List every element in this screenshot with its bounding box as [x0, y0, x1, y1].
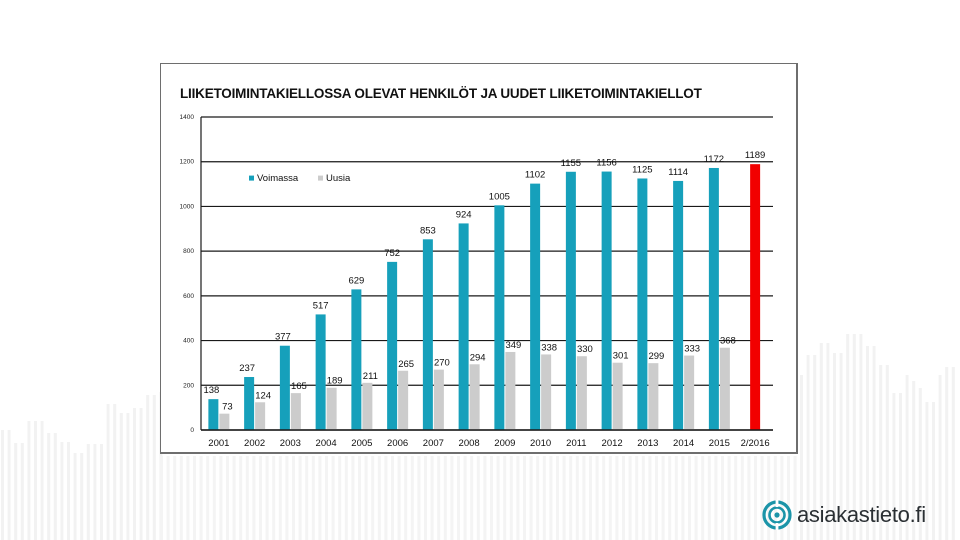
data-label-uusia: 265 — [398, 359, 414, 370]
bar-voimassa — [315, 314, 326, 430]
chart-frame: LIIKETOIMINTAKIELLOSSA OLEVAT HENKILÖT J… — [160, 63, 798, 454]
bar-uusia — [648, 363, 659, 430]
bar-voimassa — [750, 164, 761, 430]
logo-text: asiakastieto.fi — [797, 502, 926, 527]
x-tick-label: 2006 — [387, 438, 408, 449]
data-label-voimassa: 1005 — [489, 191, 510, 202]
bar-voimassa — [279, 345, 290, 430]
legend-label-voimassa: Voimassa — [257, 173, 299, 184]
x-tick-label: 2005 — [351, 438, 372, 449]
data-label-uusia: 270 — [434, 358, 450, 369]
data-label-voimassa: 1172 — [704, 154, 724, 165]
data-label-uusia: 330 — [577, 344, 593, 355]
legend-swatch-voimassa — [249, 175, 254, 181]
bar-uusia — [326, 387, 337, 430]
data-label-uusia: 301 — [613, 351, 629, 362]
bar-voimassa — [351, 289, 362, 430]
legend-swatch-uusia — [318, 175, 323, 181]
x-tick-label: 2/2016 — [741, 438, 770, 449]
data-label-uusia: 189 — [327, 376, 343, 387]
data-label-uusia: 368 — [720, 336, 736, 347]
y-tick-label: 600 — [183, 293, 194, 300]
y-tick-label: 200 — [183, 382, 194, 389]
x-tick-label: 2004 — [316, 438, 337, 449]
y-tick-label: 1000 — [180, 203, 195, 210]
data-label-voimassa: 629 — [348, 275, 364, 286]
data-label-voimassa: 752 — [384, 248, 400, 259]
data-label-voimassa: 1102 — [525, 170, 545, 181]
bar-uusia — [505, 351, 516, 430]
data-label-uusia: 333 — [684, 344, 700, 355]
bar-voimassa — [244, 377, 255, 430]
data-label-voimassa: 853 — [420, 225, 436, 236]
bar-uusia — [433, 369, 444, 430]
bar-voimassa — [208, 399, 219, 430]
x-tick-label: 2010 — [530, 438, 551, 449]
bar-uusia — [612, 362, 623, 430]
bar-uusia — [684, 355, 695, 430]
data-label-uusia: 294 — [470, 352, 486, 363]
chart-title: LIIKETOIMINTAKIELLOSSA OLEVAT HENKILÖT J… — [180, 86, 702, 101]
bar-voimassa — [494, 205, 505, 430]
bar-voimassa — [530, 183, 541, 430]
bar-voimassa — [458, 223, 469, 430]
bar-voimassa — [601, 171, 612, 430]
bar-voimassa — [422, 239, 433, 430]
x-tick-label: 2011 — [566, 438, 586, 449]
data-label-voimassa: 1189 — [745, 150, 765, 161]
y-tick-label: 1400 — [180, 114, 195, 121]
bar-uusia — [398, 370, 409, 430]
data-label-voimassa: 517 — [313, 300, 329, 311]
data-label-uusia: 124 — [255, 390, 271, 401]
data-label-voimassa: 1155 — [561, 158, 581, 169]
data-label-uusia: 211 — [363, 371, 378, 382]
data-label-uusia: 299 — [648, 351, 664, 362]
x-tick-label: 2003 — [280, 438, 301, 449]
brand-logo: asiakastieto.fi — [762, 499, 926, 531]
y-tick-label: 400 — [183, 338, 194, 345]
y-tick-label: 800 — [183, 248, 194, 255]
target-circle-icon — [762, 500, 792, 530]
bar-voimassa — [387, 261, 398, 430]
bar-uusia — [290, 393, 301, 430]
x-tick-label: 2008 — [459, 438, 480, 449]
data-label-voimassa: 1125 — [632, 164, 652, 175]
data-label-voimassa: 924 — [456, 209, 472, 220]
bar-voimassa — [708, 167, 719, 430]
x-tick-label: 2012 — [602, 438, 623, 449]
x-tick-label: 2007 — [423, 438, 444, 449]
data-label-uusia: 338 — [541, 342, 557, 353]
bar-voimassa — [637, 178, 648, 430]
x-tick-label: 2015 — [709, 438, 730, 449]
bar-uusia — [255, 402, 266, 430]
legend-label-uusia: Uusia — [326, 173, 351, 184]
bar-uusia — [541, 354, 552, 430]
bar-uusia — [219, 413, 230, 430]
y-tick-label: 0 — [190, 427, 194, 434]
data-label-uusia: 73 — [222, 402, 233, 413]
bar-uusia — [469, 364, 480, 430]
data-label-uusia: 349 — [505, 340, 521, 351]
x-tick-label: 2001 — [208, 438, 229, 449]
bar-uusia — [362, 382, 373, 430]
data-label-voimassa: 1114 — [668, 167, 688, 178]
bar-uusia — [719, 347, 730, 430]
data-label-voimassa: 1156 — [596, 158, 616, 169]
data-label-voimassa: 377 — [275, 332, 291, 343]
y-tick-label: 1200 — [180, 159, 195, 166]
bar-uusia — [576, 356, 587, 430]
x-tick-label: 2002 — [244, 438, 265, 449]
x-tick-label: 2014 — [673, 438, 694, 449]
data-label-voimassa: 138 — [203, 385, 219, 396]
x-tick-label: 2013 — [637, 438, 658, 449]
bar-voimassa — [673, 180, 684, 430]
x-tick-label: 2009 — [494, 438, 515, 449]
data-label-voimassa: 237 — [239, 363, 255, 374]
bar-voimassa — [565, 171, 576, 430]
data-label-uusia: 165 — [291, 381, 307, 392]
